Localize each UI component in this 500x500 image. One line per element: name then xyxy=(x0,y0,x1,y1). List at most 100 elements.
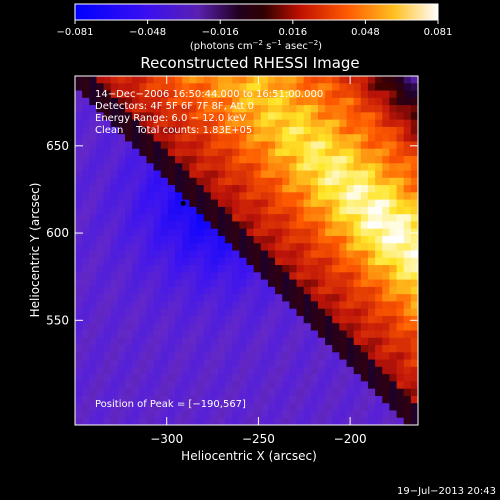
heatmap-cell xyxy=(139,395,148,404)
heatmap-cell xyxy=(103,265,112,273)
heatmap-cell xyxy=(382,126,391,135)
heatmap-cell xyxy=(132,243,140,252)
heatmap-cell xyxy=(189,250,198,259)
heatmap-cell xyxy=(125,345,133,353)
heatmap-cell xyxy=(410,185,418,193)
heatmap-cell xyxy=(132,105,140,113)
heatmap-cell xyxy=(225,83,233,92)
heatmap-cell xyxy=(310,315,319,324)
heatmap-cell xyxy=(332,170,340,179)
heatmap-cell xyxy=(239,381,248,390)
heatmap-cell xyxy=(275,185,283,193)
heatmap-cell xyxy=(260,214,269,223)
heatmap-cell xyxy=(196,83,205,92)
heatmap-cell xyxy=(75,301,83,310)
heatmap-cell xyxy=(346,235,355,244)
heatmap-cell xyxy=(160,410,169,419)
heatmap-cell xyxy=(110,374,119,382)
heatmap-cell xyxy=(325,228,333,237)
heatmap-cell xyxy=(267,221,276,230)
heatmap-cell xyxy=(267,323,276,332)
heatmap-cell xyxy=(403,403,412,412)
heatmap-cell xyxy=(360,395,369,404)
heatmap-cell xyxy=(353,366,362,375)
heatmap-cell xyxy=(267,177,276,186)
heatmap-cell xyxy=(117,228,126,237)
heatmap-cell xyxy=(203,97,212,106)
heatmap-cell xyxy=(410,352,418,361)
heatmap-cell xyxy=(117,265,126,273)
heatmap-cell xyxy=(267,141,276,150)
heatmap-cell xyxy=(410,395,418,404)
heatmap-cell xyxy=(353,395,362,404)
heatmap-cell xyxy=(89,374,98,382)
heatmap-cell xyxy=(75,155,83,164)
heatmap-cell xyxy=(139,134,148,143)
heatmap-cell xyxy=(167,148,176,157)
heatmap-cell xyxy=(389,250,398,259)
heatmap-cell xyxy=(267,206,276,215)
heatmap-cell xyxy=(75,279,83,288)
heatmap-cell xyxy=(139,105,148,113)
heatmap-cell xyxy=(275,286,283,295)
heatmap-cell xyxy=(125,228,133,237)
heatmap-cell xyxy=(389,359,398,368)
heatmap-cell xyxy=(325,83,333,92)
heatmap-cell xyxy=(403,112,412,121)
heatmap-cell xyxy=(282,265,290,273)
heatmap-cell xyxy=(110,272,119,281)
heatmap-cell xyxy=(132,221,140,230)
heatmap-cell xyxy=(332,141,340,150)
heatmap-cell xyxy=(325,243,333,252)
heatmap-cell xyxy=(175,417,183,425)
heatmap-cell xyxy=(353,403,362,412)
heatmap-cell xyxy=(282,315,290,324)
heatmap-cell xyxy=(96,105,105,113)
heatmap-cell xyxy=(82,388,90,397)
heatmap-cell xyxy=(167,76,176,84)
heatmap-cell xyxy=(167,279,176,288)
heatmap-cell xyxy=(360,163,369,172)
heatmap-cell xyxy=(325,177,333,186)
heatmap-cell xyxy=(267,352,276,361)
heatmap-cell xyxy=(410,199,418,208)
heatmap-cell xyxy=(232,403,240,412)
heatmap-cell xyxy=(303,221,312,230)
heatmap-cell xyxy=(403,257,412,266)
heatmap-cell xyxy=(339,374,348,382)
heatmap-cell xyxy=(325,185,333,193)
heatmap-cell xyxy=(403,272,412,281)
heatmap-cell xyxy=(153,359,162,368)
heatmap-cell xyxy=(89,330,98,339)
heatmap-cell xyxy=(360,177,369,186)
heatmap-cell xyxy=(303,163,312,172)
heatmap-cell xyxy=(396,141,405,150)
heatmap-cell xyxy=(389,315,398,324)
heatmap-cell xyxy=(339,148,348,157)
heatmap-cell xyxy=(275,112,283,121)
heatmap-cell xyxy=(296,163,305,172)
heatmap-cell xyxy=(117,83,126,92)
heatmap-cell xyxy=(396,337,405,346)
heatmap-cell xyxy=(339,206,348,215)
heatmap-cell xyxy=(289,359,298,368)
heatmap-cell xyxy=(82,272,90,281)
heatmap-cell xyxy=(310,366,319,375)
heatmap-cell xyxy=(296,279,305,288)
heatmap-cell xyxy=(253,185,262,193)
heatmap-cell xyxy=(153,214,162,223)
heatmap-cell xyxy=(160,141,169,150)
heatmap-cell xyxy=(303,345,312,353)
heatmap-cell xyxy=(260,192,269,201)
heatmap-cell xyxy=(260,279,269,288)
heatmap-cell xyxy=(410,214,418,223)
heatmap-cell xyxy=(225,301,233,310)
heatmap-cell xyxy=(132,366,140,375)
heatmap-cell xyxy=(132,301,140,310)
heatmap-cell xyxy=(360,148,369,157)
heatmap-cell xyxy=(375,381,383,390)
heatmap-cell xyxy=(96,199,105,208)
heatmap-cell xyxy=(275,141,283,150)
heatmap-cell xyxy=(196,76,205,84)
heatmap-cell xyxy=(260,185,269,193)
